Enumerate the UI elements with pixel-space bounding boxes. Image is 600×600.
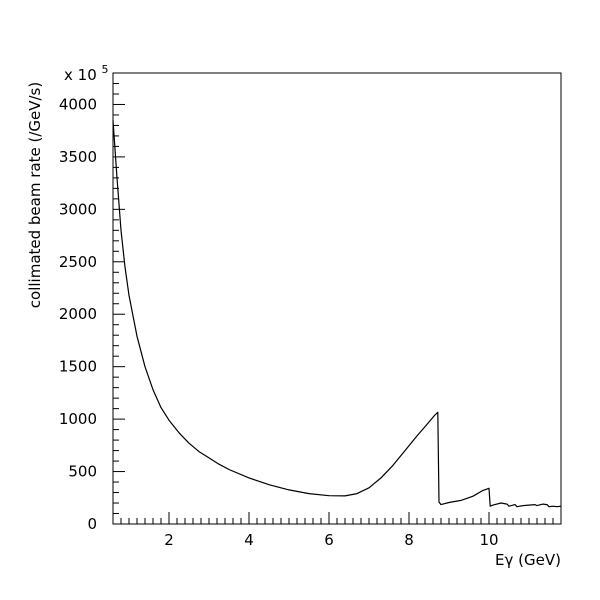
y-tick-label: 1000 [59,410,97,428]
x-tick-label: 10 [479,531,498,549]
y-tick-label: 4000 [59,95,97,113]
y-tick-label: 3500 [59,148,97,166]
series-line [112,120,562,508]
y-axis-multiplier: x 10 5 [64,63,109,84]
x-axis-ticks: 2 4 6 8 10 [112,512,562,549]
y-tick-label: 0 [87,515,97,533]
series-layer [112,120,562,508]
x-tick-label: 8 [404,531,414,549]
x-tick-label: 2 [164,531,174,549]
y-tick-label: 2000 [59,305,97,323]
y-axis-label: collimated beam rate (/GeV/s) [26,82,44,308]
plot-frame [112,72,562,525]
x-tick-label: 4 [244,531,254,549]
y-tick-label: 1500 [59,358,97,376]
y-axis-ticks: 0 500 1000 1500 2000 2500 3000 3500 4000 [59,72,125,533]
x-tick-label: 6 [324,531,334,549]
y-axis-multiplier-exponent: 5 [102,63,109,76]
y-axis-multiplier-base: x 10 [64,66,97,84]
y-tick-label: 2500 [59,253,97,271]
x-axis-label: Eγ (GeV) [495,551,561,569]
y-tick-label: 3000 [59,200,97,218]
y-tick-label: 500 [68,463,97,481]
